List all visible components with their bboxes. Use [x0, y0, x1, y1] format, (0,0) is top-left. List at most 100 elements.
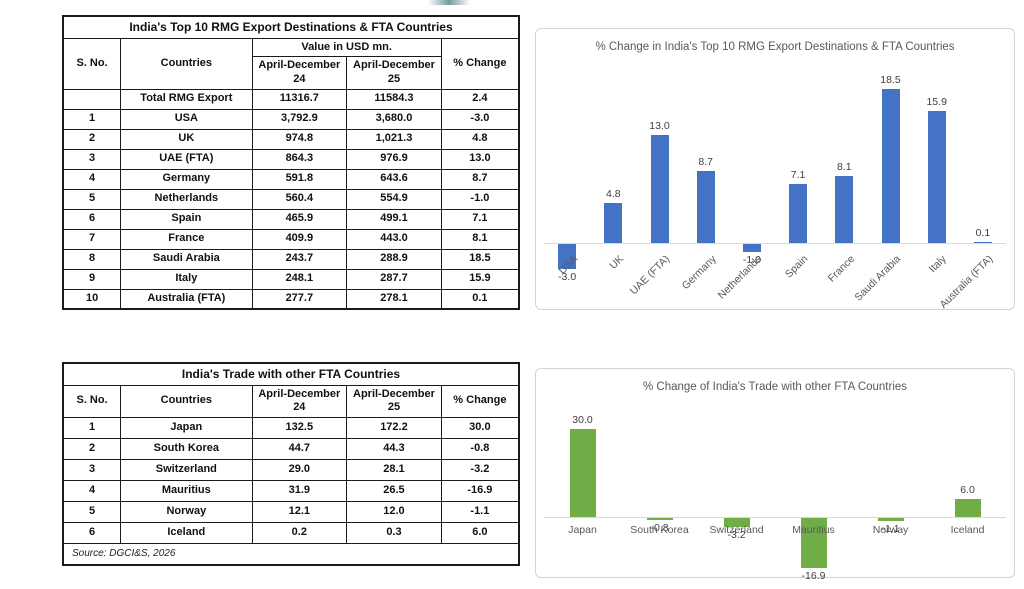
bar-italy: [927, 111, 946, 243]
bar-iceland: [954, 499, 981, 517]
cell-country: Japan: [120, 417, 253, 439]
table1-header-countries: Countries: [120, 37, 253, 90]
table-row: 4 Germany 591.8 643.6 8.7: [62, 168, 520, 190]
cell-country: UAE (FTA): [120, 148, 253, 170]
table-row: 2 South Korea 44.7 44.3 -0.8: [62, 438, 520, 460]
cell-pct-change: 18.5: [440, 248, 520, 270]
table-row: 5 Netherlands 560.4 554.9 -1.0: [62, 188, 520, 210]
category-label: Switzerland: [709, 524, 764, 536]
cell-value-25: 1,021.3: [346, 128, 442, 150]
category-label: UAE (FTA): [627, 253, 672, 298]
cell-sno: 1: [62, 108, 122, 130]
cell-value-25: 26.5: [346, 480, 442, 502]
bar-uae-fta-: [650, 135, 669, 243]
category-label: Germany: [679, 253, 719, 293]
table-row: 3 UAE (FTA) 864.3 976.9 13.0: [62, 148, 520, 170]
bar-japan: [569, 428, 596, 517]
bar-value-label: -0.8: [650, 522, 669, 535]
cell-country: Germany: [120, 168, 253, 190]
table-row: 2 UK 974.8 1,021.3 4.8: [62, 128, 520, 150]
cell-value-24: 248.1: [251, 268, 348, 290]
cell-sno: 5: [62, 188, 122, 210]
table-row: 10 Australia (FTA) 277.7 278.1 0.1: [62, 288, 520, 310]
cell-value-25: 3,680.0: [346, 108, 442, 130]
bar-value-label: 18.5: [880, 74, 901, 87]
fta-trade-change-bar-chart: % Change of India's Trade with other FTA…: [535, 368, 1015, 582]
cell-value-24: 465.9: [251, 208, 348, 230]
cell-pct-change: -1.1: [440, 501, 520, 523]
bar-saudi-arabia: [881, 89, 900, 243]
cell-sno: 10: [62, 288, 122, 310]
bar-mauritius: [800, 518, 827, 568]
table-row: 6 Iceland 0.2 0.3 6.0: [62, 522, 520, 544]
bar-value-label: 4.8: [605, 188, 621, 201]
cell-country: Netherlands: [120, 188, 253, 210]
category-label: UK: [606, 253, 626, 272]
cell-pct-change: 2.4: [440, 88, 520, 110]
table-row: 1 USA 3,792.9 3,680.0 -3.0: [62, 108, 520, 130]
table1-header-period2: April-December 25: [346, 56, 442, 90]
bar-uk: [604, 203, 623, 243]
table1-header-sno: S. No.: [62, 37, 122, 90]
cell-value-24: 243.7: [251, 248, 348, 270]
source-note: Source: DGCI&S, 2026: [62, 543, 520, 565]
cell-value-25: 28.1: [346, 459, 442, 481]
table-row: 9 Italy 248.1 287.7 15.9: [62, 268, 520, 290]
cell-value-25: 12.0: [346, 501, 442, 523]
category-label: South Korea: [630, 524, 689, 536]
cell-value-25: 554.9: [346, 188, 442, 210]
cell-value-24: 560.4: [251, 188, 348, 210]
bar-norway: [877, 518, 904, 522]
cell-value-24: 132.5: [251, 417, 348, 439]
cell-sno: 9: [62, 268, 122, 290]
cell-country: France: [120, 228, 253, 250]
cell-country: Italy: [120, 268, 253, 290]
cell-value-24: 0.2: [251, 522, 348, 544]
cell-value-25: 172.2: [346, 417, 442, 439]
cell-pct-change: 13.0: [440, 148, 520, 170]
cell-sno: 1: [62, 417, 122, 439]
cell-pct-change: 30.0: [440, 417, 520, 439]
category-label: Spain: [783, 253, 811, 281]
table1-title: India's Top 10 RMG Export Destinations &…: [62, 15, 520, 39]
bar-value-label: 15.9: [926, 96, 947, 109]
cell-pct-change: 8.7: [440, 168, 520, 190]
cell-country: Iceland: [120, 522, 253, 544]
bar-value-label: -16.9: [801, 569, 826, 582]
table-row: 6 Spain 465.9 499.1 7.1: [62, 208, 520, 230]
cell-value-24: 864.3: [251, 148, 348, 170]
cell-pct-change: 15.9: [440, 268, 520, 290]
bar-value-label: -1.0: [742, 254, 761, 267]
cell-pct-change: -0.8: [440, 438, 520, 460]
bar-germany: [696, 170, 715, 243]
cell-pct-change: 0.1: [440, 288, 520, 310]
cell-pct-change: -3.0: [440, 108, 520, 130]
table2-header-countries: Countries: [120, 384, 253, 418]
table1-header-value-usd: Value in USD mn.: [251, 37, 442, 58]
table-row: 7 France 409.9 443.0 8.1: [62, 228, 520, 250]
bar-value-label: 8.7: [698, 155, 713, 168]
cell-value-24: 11316.7: [251, 88, 348, 110]
bar-usa: [558, 244, 577, 269]
bar-value-label: -3.2: [727, 529, 746, 542]
table-row: Total RMG Export 11316.7 11584.3 2.4: [62, 88, 520, 110]
table2-header-pct-change: % Change: [440, 384, 520, 418]
table2-header-period1: April-December 24: [251, 384, 348, 418]
cell-value-25: 976.9: [346, 148, 442, 170]
x-axis-line: [544, 517, 1006, 518]
cell-sno: 5: [62, 501, 122, 523]
cell-value-25: 499.1: [346, 208, 442, 230]
chart2-title: % Change of India's Trade with other FTA…: [642, 381, 908, 393]
table2-header-period2: April-December 25: [346, 384, 442, 418]
table-row: 1 Japan 132.5 172.2 30.0: [62, 417, 520, 439]
cell-country: Switzerland: [120, 459, 253, 481]
cell-country: Total RMG Export: [120, 88, 253, 110]
cell-pct-change: 6.0: [440, 522, 520, 544]
table-row: 3 Switzerland 29.0 28.1 -3.2: [62, 459, 520, 481]
category-label: Saudi Arabia: [852, 253, 903, 304]
category-label: Italy: [927, 253, 950, 276]
bar-value-label: 13.0: [649, 120, 670, 133]
cell-value-24: 29.0: [251, 459, 348, 481]
cell-value-25: 287.7: [346, 268, 442, 290]
